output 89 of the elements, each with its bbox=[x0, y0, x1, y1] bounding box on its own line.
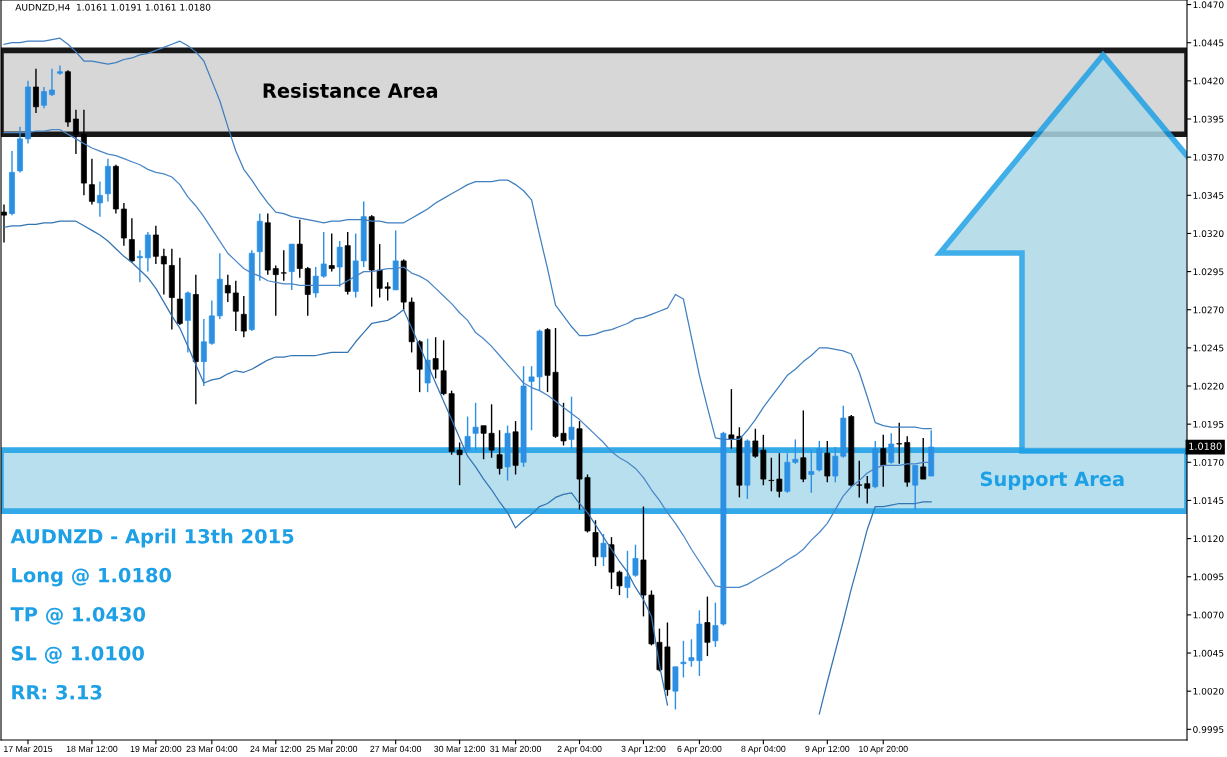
candlestick bbox=[432, 336, 439, 380]
x-tick-label: 31 Mar 20:00 bbox=[490, 745, 542, 752]
chart-title: AUDNZD,H4 1.0161 1.0191 1.0161 1.0180 bbox=[15, 3, 211, 12]
y-tick-label: 1.0120 bbox=[1193, 535, 1224, 543]
annotation: SL @ 1.0100 bbox=[11, 645, 144, 664]
candlestick bbox=[824, 440, 831, 483]
y-tick-label: 1.0270 bbox=[1193, 306, 1224, 314]
x-tick-label: 18 Mar 12:00 bbox=[66, 745, 118, 752]
x-tick-label: 9 Apr 12:00 bbox=[805, 745, 850, 754]
candlestick bbox=[89, 157, 95, 206]
candlestick bbox=[496, 429, 503, 476]
candlestick bbox=[856, 460, 863, 499]
candlestick bbox=[33, 67, 39, 114]
annotation: TP @ 1.0430 bbox=[10, 606, 146, 625]
y-tick-label: 1.0045 bbox=[1193, 649, 1224, 657]
candlestick bbox=[272, 264, 279, 317]
x-tick-label: 17 Mar 2015 bbox=[4, 745, 53, 752]
candlestick bbox=[624, 550, 631, 599]
candlestick bbox=[680, 640, 687, 679]
candlestick bbox=[864, 475, 871, 505]
x-tick-label: 25 Mar 20:00 bbox=[306, 745, 358, 752]
line-series bbox=[3, 37, 932, 441]
y-tick-label: 1.0370 bbox=[1193, 153, 1224, 161]
candlestick bbox=[57, 64, 63, 76]
candlestick bbox=[224, 273, 231, 303]
y-tick-label: 1.0470 bbox=[1193, 1, 1224, 9]
candlestick bbox=[912, 464, 919, 511]
y-tick-label: 1.0195 bbox=[1193, 420, 1224, 428]
x-tick-label: 3 Apr 12:00 bbox=[621, 745, 666, 754]
candlestick bbox=[600, 533, 607, 567]
annotation: AUDNZD - April 13th 2015 bbox=[10, 528, 294, 548]
candlestick bbox=[97, 180, 103, 218]
candlestick bbox=[49, 67, 55, 97]
candlestick bbox=[472, 402, 479, 451]
y-tick-label: 1.0420 bbox=[1193, 77, 1224, 85]
candlestick bbox=[424, 338, 431, 393]
x-tick-label: 23 Mar 04:00 bbox=[186, 745, 238, 752]
x-tick-label: 8 Apr 04:00 bbox=[741, 745, 786, 754]
candlestick bbox=[136, 249, 143, 283]
candlestick bbox=[200, 318, 207, 387]
candlestick bbox=[896, 421, 903, 465]
candlestick bbox=[336, 240, 343, 288]
y-tick-label: 1.0445 bbox=[1193, 39, 1224, 47]
candlestick bbox=[800, 409, 807, 483]
annotation: 1.0180 bbox=[1189, 442, 1222, 450]
y-tick-label: 1.0220 bbox=[1193, 382, 1224, 390]
candlestick bbox=[880, 434, 887, 488]
candlestick bbox=[328, 232, 335, 273]
candlestick bbox=[144, 231, 151, 273]
candlestick bbox=[240, 295, 247, 338]
y-tick-label: 1.0245 bbox=[1193, 344, 1224, 352]
candlestick bbox=[160, 248, 167, 296]
x-tick-label: 19 Mar 20:00 bbox=[130, 745, 182, 752]
x-tick-label: 6 Apr 20:00 bbox=[677, 745, 722, 754]
y-tick-label: 1.0295 bbox=[1193, 268, 1224, 276]
candlestick bbox=[41, 86, 47, 110]
band-label: Resistance Area bbox=[263, 82, 438, 98]
annotation: Long @ 1.0180 bbox=[12, 567, 172, 587]
y-tick-label: 1.0145 bbox=[1193, 497, 1224, 505]
candlestick bbox=[312, 266, 319, 299]
y-tick-label: 1.0395 bbox=[1193, 115, 1224, 123]
candlestick bbox=[128, 217, 135, 264]
y-tick-label: 1.0170 bbox=[1193, 459, 1224, 466]
y-tick-label: 1.0020 bbox=[1193, 687, 1224, 695]
candlestick bbox=[320, 231, 327, 279]
y-tick-label: 1.0070 bbox=[1193, 611, 1224, 619]
candlestick bbox=[632, 544, 639, 578]
candlestick bbox=[888, 432, 895, 465]
x-tick-label: 27 Mar 04:00 bbox=[370, 745, 422, 752]
band-label: Support Area bbox=[980, 471, 1124, 491]
y-tick-label: 0.9995 bbox=[1193, 726, 1224, 733]
candlestick bbox=[464, 415, 471, 453]
candlestick bbox=[152, 225, 159, 265]
x-tick-label: 2 Apr 04:00 bbox=[557, 745, 602, 754]
candlestick bbox=[232, 280, 239, 332]
candlestick bbox=[280, 249, 287, 282]
y-tick-label: 1.0320 bbox=[1193, 230, 1224, 237]
candlestick bbox=[816, 440, 823, 473]
y-tick-label: 1.0095 bbox=[1193, 573, 1224, 581]
candlestick bbox=[704, 595, 711, 657]
candlestick bbox=[920, 437, 927, 480]
x-tick-label: 24 Mar 12:00 bbox=[250, 745, 302, 752]
y-tick-label: 1.0345 bbox=[1193, 192, 1224, 199]
x-tick-label: 10 Apr 20:00 bbox=[859, 745, 908, 754]
candlestick bbox=[568, 396, 575, 450]
annotation: RR: 3.13 bbox=[12, 684, 102, 700]
candlestick bbox=[712, 601, 719, 648]
candlestick bbox=[808, 449, 815, 494]
x-tick-label: 30 Mar 12:00 bbox=[434, 745, 486, 752]
